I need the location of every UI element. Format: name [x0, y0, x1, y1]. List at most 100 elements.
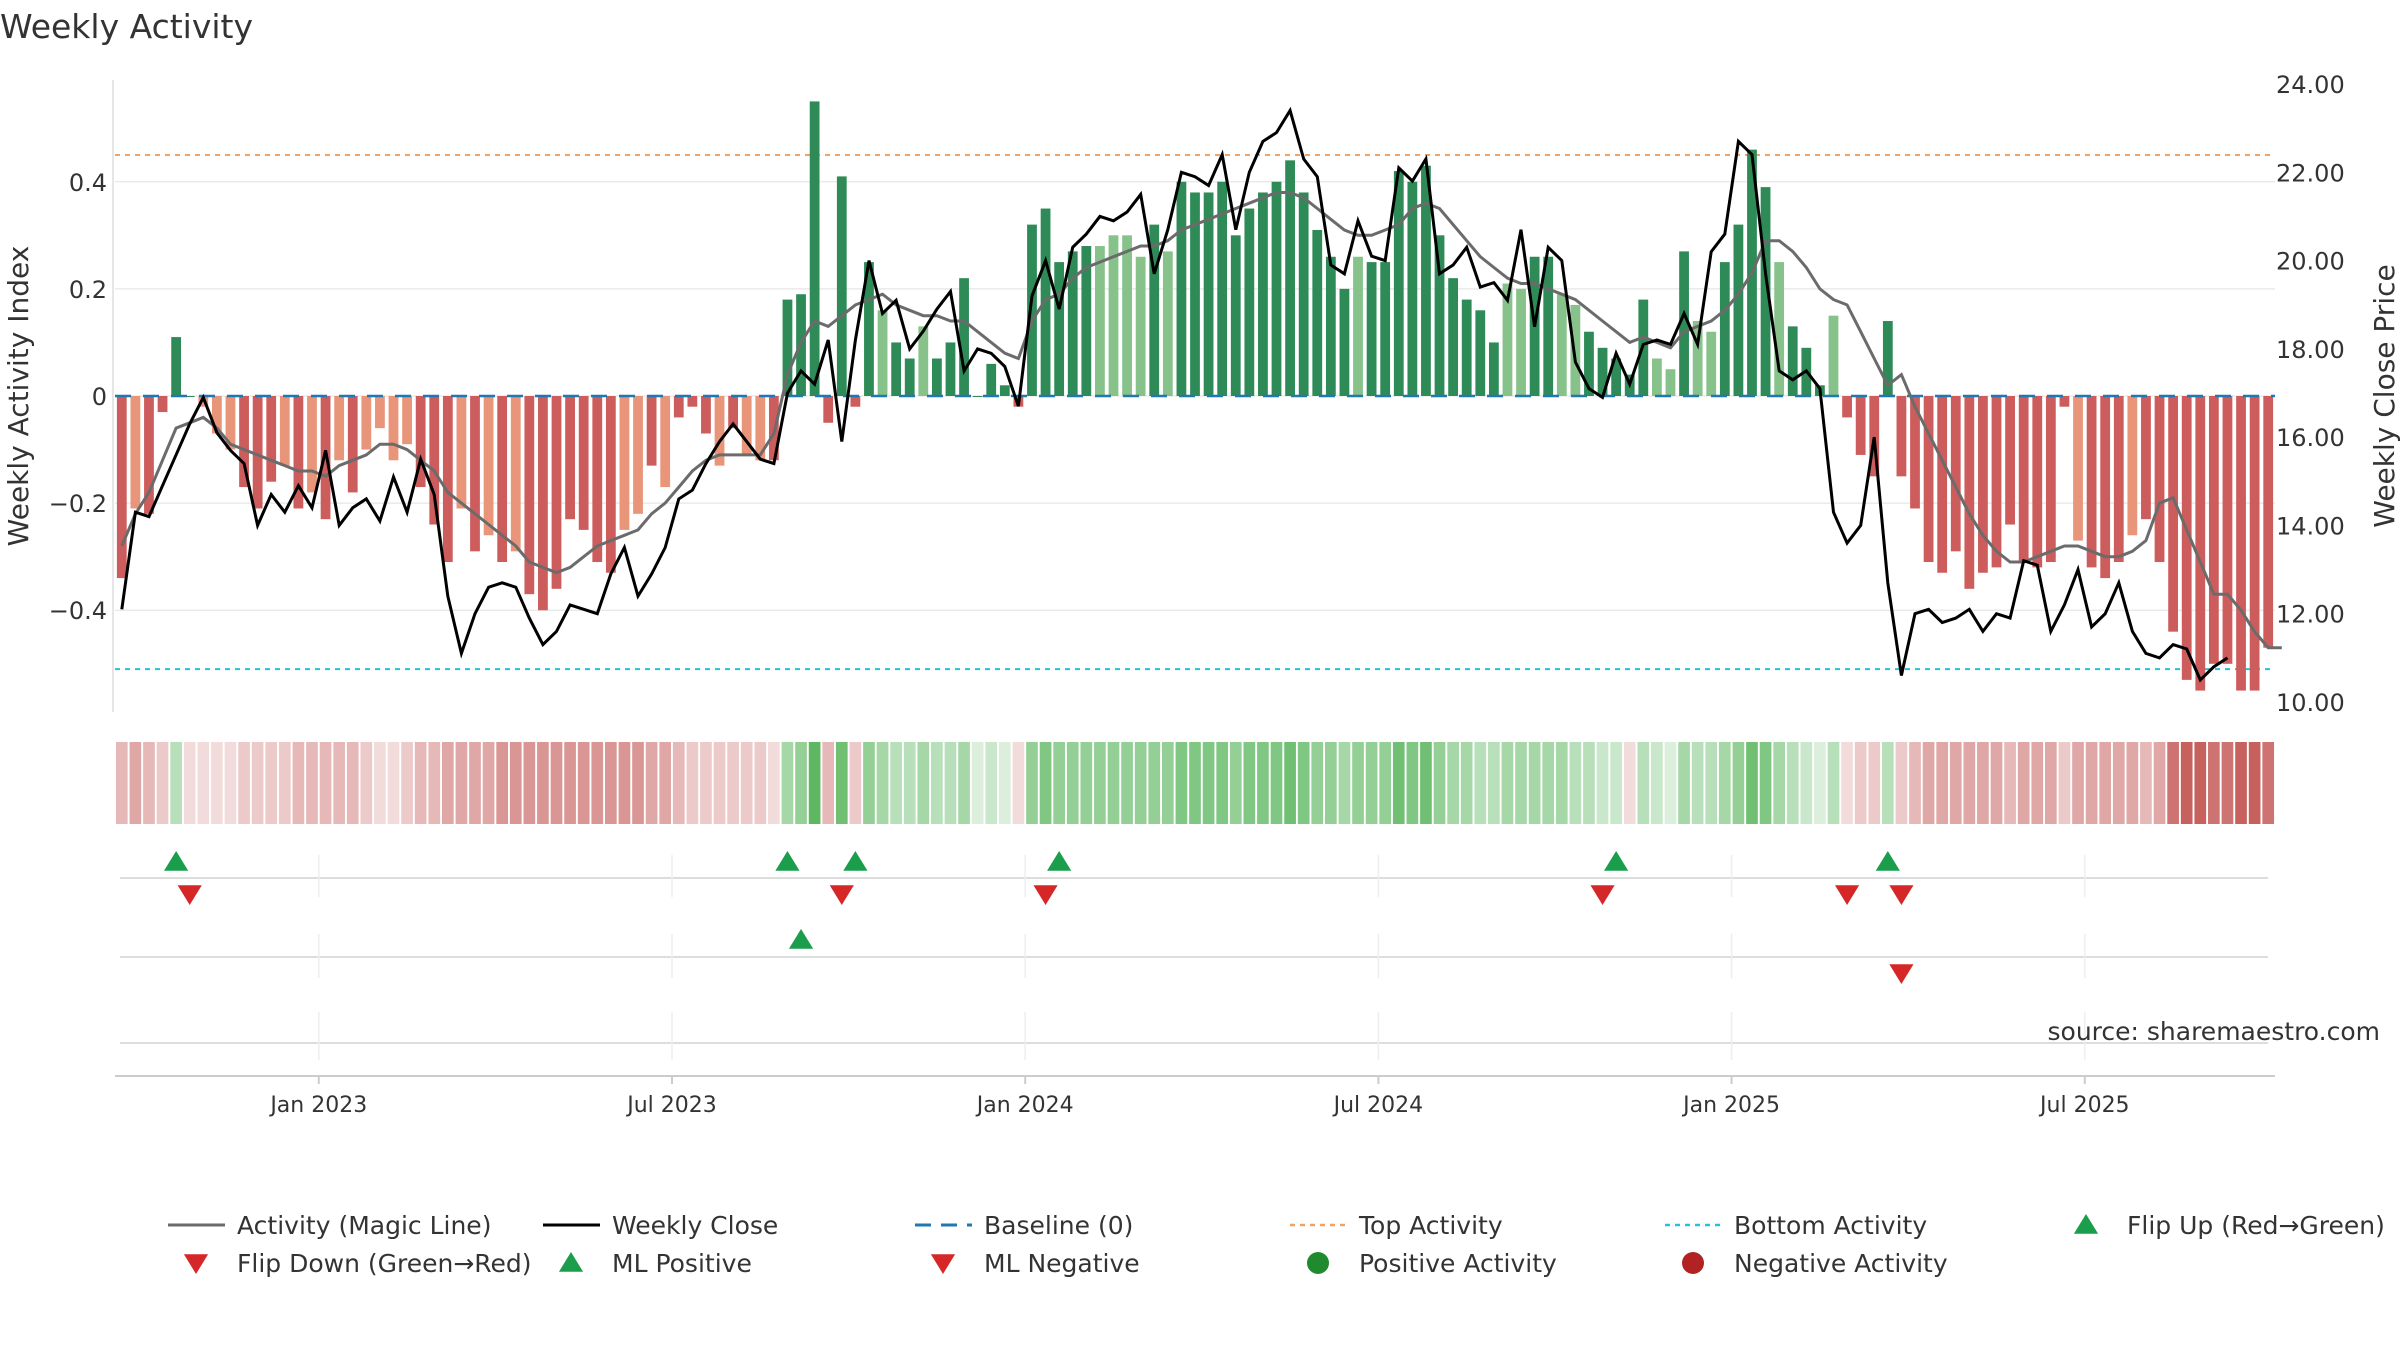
activity-bar: [877, 310, 888, 396]
activity-bar: [755, 396, 766, 461]
strip-cell: [2085, 742, 2098, 824]
strip-cell: [360, 742, 373, 824]
strip-cell: [482, 742, 495, 824]
flip-up-marker: [1604, 851, 1629, 871]
strip-cell: [1868, 742, 1881, 824]
legend-label: Flip Up (Red→Green): [2127, 1211, 2385, 1240]
strip-cell: [1189, 742, 1201, 824]
strip-cell: [1338, 742, 1351, 824]
activity-bar: [2168, 396, 2179, 632]
x-tick-label: Jan 2023: [268, 1093, 367, 1118]
strip-cell: [686, 742, 699, 824]
activity-bar: [1434, 235, 1445, 396]
y2-tick-label: 18.00: [2276, 336, 2345, 364]
activity-bar: [279, 396, 290, 466]
activity-bar: [836, 176, 847, 396]
y-axis-label: Weekly Activity Index: [2, 246, 35, 547]
activity-bar: [578, 396, 589, 530]
activity-bar: [1230, 235, 1241, 396]
activity-bar: [334, 396, 345, 461]
activity-bar: [1122, 235, 1132, 396]
strip-cell: [523, 742, 536, 824]
legend-label: Negative Activity: [1734, 1249, 1948, 1278]
strip-cell: [1406, 742, 1419, 824]
strip-cell: [1297, 742, 1310, 824]
strip-cell: [1596, 742, 1609, 824]
strip-cell: [1623, 742, 1636, 824]
activity-bar: [891, 342, 902, 396]
activity-bar: [701, 396, 711, 434]
activity-bar: [307, 396, 317, 493]
activity-bar: [347, 396, 358, 493]
strip-cell: [1202, 742, 1215, 824]
activity-bar: [1054, 262, 1065, 396]
strip-cell: [808, 742, 821, 824]
legend-label: Activity (Magic Line): [237, 1211, 491, 1240]
strip-cell: [998, 742, 1011, 824]
legend-entry: ML Negative: [930, 1249, 1140, 1278]
strip-cell: [1854, 742, 1867, 824]
activity-bar: [1869, 396, 1880, 477]
activity-bar: [2005, 396, 2015, 525]
flip-down-marker: [1889, 885, 1914, 905]
strip-cell: [2017, 742, 2030, 824]
x-tick-label: Jul 2023: [625, 1093, 717, 1118]
activity-bar: [144, 396, 154, 514]
activity-bar: [1353, 256, 1363, 396]
strip-cell: [754, 742, 767, 824]
x-tick-label: Jul 2025: [2038, 1093, 2130, 1118]
source-credit: source: sharemaestro.com: [2048, 1017, 2381, 1046]
flip-markers: [164, 851, 1914, 984]
strip-cell: [1746, 742, 1758, 824]
legend-entry: Flip Down (Green→Red): [183, 1249, 532, 1278]
activity-bar: [1108, 235, 1119, 396]
activity-bar: [1896, 396, 1907, 477]
magic-line-series: [120, 191, 2282, 650]
strip-cell: [2208, 742, 2220, 824]
legend-label: Bottom Activity: [1734, 1211, 1927, 1240]
strip-cell: [1066, 742, 1079, 824]
x-tick-label: Jul 2024: [1332, 1093, 1424, 1118]
strip-cell: [1841, 742, 1853, 824]
strip-cell: [1284, 742, 1296, 824]
strip-cell: [1175, 742, 1188, 824]
strip-cell: [944, 742, 957, 824]
activity-bar: [972, 396, 983, 397]
strip-cell: [1528, 742, 1541, 824]
strip-cell: [1420, 742, 1432, 824]
activity-bar: [116, 396, 127, 579]
legend-swatch: [1307, 1252, 1329, 1274]
activity-bar: [1190, 192, 1200, 396]
activity-heat-strip: [115, 742, 2275, 824]
strip-cell: [1012, 742, 1025, 824]
x-tick-label: Jan 2024: [975, 1093, 1074, 1118]
strip-cell: [306, 742, 318, 824]
strip-cell: [143, 742, 155, 824]
strip-cell: [1542, 742, 1555, 824]
strip-cell: [1610, 742, 1622, 824]
strip-cell: [1569, 742, 1582, 824]
activity-bar: [157, 396, 168, 413]
activity-bar: [605, 396, 616, 573]
strip-cell: [401, 742, 413, 824]
y2-tick-label: 10.00: [2276, 689, 2345, 717]
activity-bar: [714, 396, 725, 466]
legend-entry: Activity (Magic Line): [168, 1211, 491, 1240]
activity-bar: [1393, 171, 1404, 396]
strip-cell: [346, 742, 359, 824]
strip-cell: [1718, 742, 1731, 824]
legend-entry: ML Positive: [558, 1249, 752, 1278]
activity-bar: [1706, 331, 1717, 396]
activity-bar: [361, 396, 372, 450]
strip-cell: [2248, 742, 2261, 824]
strip-cell: [1080, 742, 1093, 824]
activity-bar: [1488, 342, 1499, 396]
activity-bar: [1692, 321, 1703, 396]
activity-bar: [524, 396, 535, 595]
strip-cell: [183, 742, 196, 824]
strip-cell: [1637, 742, 1650, 824]
activity-bar: [1067, 251, 1078, 396]
strip-cell: [740, 742, 753, 824]
legend-label: Flip Down (Green→Red): [237, 1249, 532, 1278]
activity-bar: [497, 396, 508, 563]
